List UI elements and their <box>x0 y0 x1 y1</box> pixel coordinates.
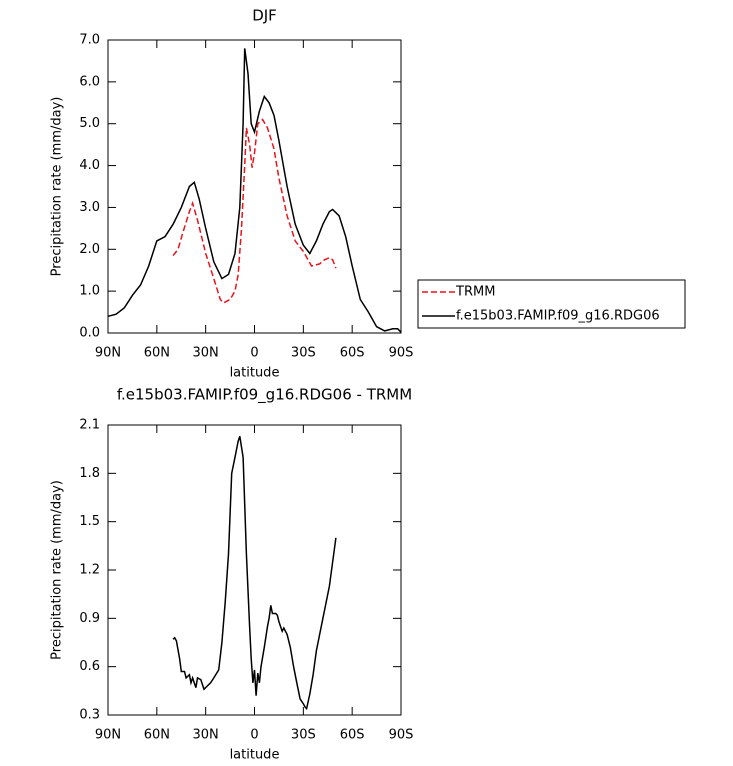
x-tick-label: 60S <box>340 346 365 361</box>
data-line <box>107 48 402 333</box>
x-axis-label: latitude <box>230 748 280 763</box>
chart-title: f.e15b03.FAMIP.f09_g16.RDG06 - TRMM <box>117 386 412 405</box>
y-tick-label: 6.0 <box>79 74 100 89</box>
y-tick-label: 0.6 <box>79 659 100 674</box>
x-tick-label: 30N <box>193 346 219 361</box>
chart-title: DJF <box>252 7 277 25</box>
x-tick-label: 30S <box>291 346 316 361</box>
y-tick-label: 3.0 <box>79 200 100 215</box>
legend-label: f.e15b03.FAMIP.f09_g16.RDG06 <box>456 309 660 324</box>
x-tick-label: 60N <box>144 346 170 361</box>
x-tick-label: 90S <box>389 346 414 361</box>
y-tick-label: 2.0 <box>79 242 100 257</box>
y-tick-label: 5.0 <box>79 116 100 131</box>
x-tick-label: 0 <box>250 346 258 361</box>
x-tick-label: 60S <box>340 728 365 743</box>
x-tick-label: 90N <box>95 346 121 361</box>
x-tick-label: 30S <box>291 728 316 743</box>
x-axis-label: latitude <box>230 366 280 381</box>
y-tick-label: 0.0 <box>79 326 100 341</box>
data-line <box>172 118 337 304</box>
y-tick-label: 2.1 <box>79 418 100 433</box>
data-line <box>172 436 337 711</box>
y-tick-label: 0.3 <box>79 708 100 723</box>
x-tick-label: 0 <box>250 728 258 743</box>
legend-box <box>417 279 686 329</box>
y-tick-label: 0.9 <box>79 611 100 626</box>
y-tick-label: 1.0 <box>79 284 100 299</box>
x-tick-label: 60N <box>144 728 170 743</box>
x-tick-label: 90S <box>389 728 414 743</box>
y-tick-label: 1.5 <box>79 514 100 529</box>
y-tick-label: 4.0 <box>79 158 100 173</box>
legend-label: TRMM <box>455 285 495 300</box>
x-tick-label: 90N <box>95 728 121 743</box>
y-axis-label: Precipitation rate (mm/day) <box>50 97 65 277</box>
y-tick-label: 7.0 <box>79 33 100 48</box>
y-axis-label: Precipitation rate (mm/day) <box>50 480 65 660</box>
x-tick-label: 30N <box>193 728 219 743</box>
y-tick-label: 1.2 <box>79 563 100 578</box>
y-tick-label: 1.8 <box>79 466 100 481</box>
